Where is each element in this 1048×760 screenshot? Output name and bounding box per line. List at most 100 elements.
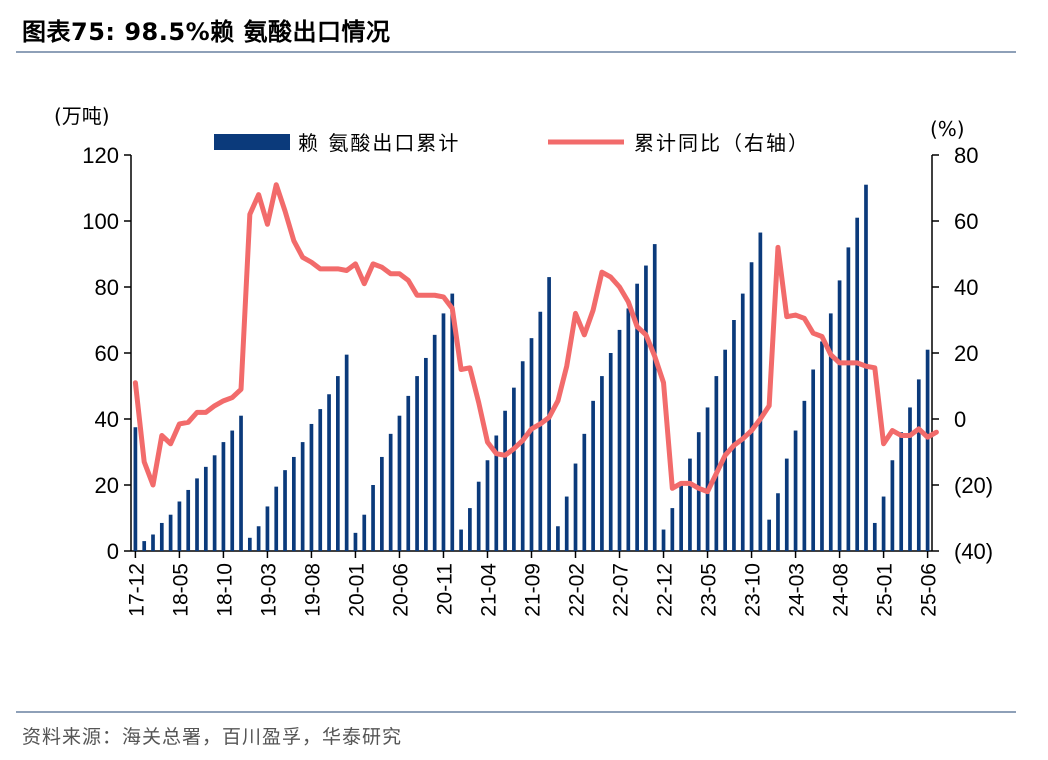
top-divider (16, 51, 1016, 53)
bar (441, 313, 446, 551)
bar (371, 485, 375, 551)
x-tick-label: 23-10 (742, 563, 765, 617)
bar (168, 514, 173, 551)
bar (424, 357, 428, 551)
x-tick-label: 22-02 (566, 563, 589, 617)
right-tick-label: 0 (954, 407, 966, 432)
bar (397, 415, 402, 551)
chart-title: 图表75: 98.5%赖 氨酸出口情况 (22, 18, 391, 46)
bar (362, 514, 367, 551)
x-tick-label: 19-03 (257, 563, 280, 617)
bar (468, 508, 472, 551)
bar (705, 407, 710, 551)
bar (617, 329, 622, 551)
lysine-export-chart: 0 (40) 20 (20) 40 0 60 20 80 40 100 60 120 80 17-12 18-… (54, 104, 993, 617)
bar (899, 432, 904, 551)
x-tick-label: 21-09 (522, 563, 545, 617)
source-note: 资料来源：海关总署，百川盈孚，华泰研究 (22, 726, 403, 748)
bar (353, 532, 358, 551)
left-tick-label: 120 (82, 143, 119, 168)
x-tick-label: 20-11 (433, 563, 456, 615)
x-tick-label: 20-06 (389, 563, 412, 617)
bar (916, 379, 921, 551)
x-tick-label: 23-05 (698, 563, 721, 617)
legend-bar-swatch (214, 134, 290, 150)
left-tick-label: 60 (95, 341, 119, 366)
bar (494, 435, 499, 551)
right-tick-label: 60 (954, 209, 978, 234)
left-tick-label: 0 (107, 539, 119, 564)
bar (591, 400, 595, 551)
x-tick-label: 25-01 (874, 563, 897, 617)
right-tick-label: 20 (954, 341, 978, 366)
bar (142, 541, 147, 551)
bar (476, 481, 481, 551)
bar (811, 369, 816, 551)
x-tick-label: 22-07 (610, 563, 633, 617)
bar (714, 376, 719, 551)
bar (890, 460, 895, 551)
bar (564, 496, 569, 551)
x-tick-label: 18-05 (169, 563, 192, 617)
bottom-divider (16, 711, 1016, 713)
legend: 赖 氨酸出口累计 累计同比（右轴） (214, 131, 810, 155)
bar (723, 349, 727, 551)
bar (758, 232, 763, 552)
bar (283, 470, 287, 551)
bar (239, 415, 243, 551)
bar (291, 456, 296, 551)
x-tick-label: 17-12 (125, 563, 148, 617)
bar (626, 308, 631, 551)
bar (556, 526, 560, 551)
x-tick-label: 18-10 (213, 563, 236, 617)
bar (512, 387, 516, 551)
x-tick-label: 25-06 (918, 563, 941, 617)
bar (855, 217, 860, 551)
bar (230, 430, 235, 551)
left-tick-label: 40 (95, 407, 119, 432)
legend-bar-label: 赖 氨酸出口累计 (298, 131, 460, 155)
bar (256, 526, 261, 551)
bar (635, 283, 639, 551)
bar (679, 481, 683, 551)
bar (784, 458, 789, 551)
right-axis-unit: (%) (930, 117, 965, 141)
bar (195, 478, 199, 551)
bar (538, 311, 543, 551)
bar (203, 466, 208, 551)
bar (740, 293, 745, 551)
bar (388, 433, 393, 551)
x-tick-label: 21-04 (477, 563, 500, 617)
bar (177, 501, 182, 551)
right-tick-label: (20) (954, 473, 993, 498)
bar (582, 433, 587, 551)
bar (661, 529, 666, 551)
bar (767, 519, 772, 551)
bar (318, 409, 323, 551)
bar (186, 489, 191, 551)
bar (837, 280, 842, 551)
left-tick-label: 20 (95, 473, 119, 498)
bar (793, 430, 798, 551)
bar (265, 506, 270, 551)
legend-line-label: 累计同比（右轴） (634, 131, 810, 155)
bar (309, 423, 314, 551)
bar (133, 427, 138, 551)
left-tick-label: 80 (95, 275, 119, 300)
tick-labels: 0 (40) 20 (20) 40 0 60 20 80 40 100 60 120 80 17-12 18-… (82, 143, 993, 617)
bar (881, 496, 886, 551)
bar (503, 410, 507, 551)
bar (459, 529, 463, 551)
bar (212, 455, 217, 551)
bar (846, 247, 851, 551)
bar (776, 493, 780, 551)
x-tick-label: 19-08 (301, 563, 324, 617)
bar (573, 463, 578, 551)
bar (485, 460, 490, 551)
bar (450, 293, 455, 551)
bar (820, 341, 824, 551)
left-tick-label: 100 (82, 209, 119, 234)
x-tick-label: 24-03 (786, 563, 809, 617)
bar-series (133, 184, 930, 552)
x-tick-label: 24-08 (830, 563, 853, 617)
